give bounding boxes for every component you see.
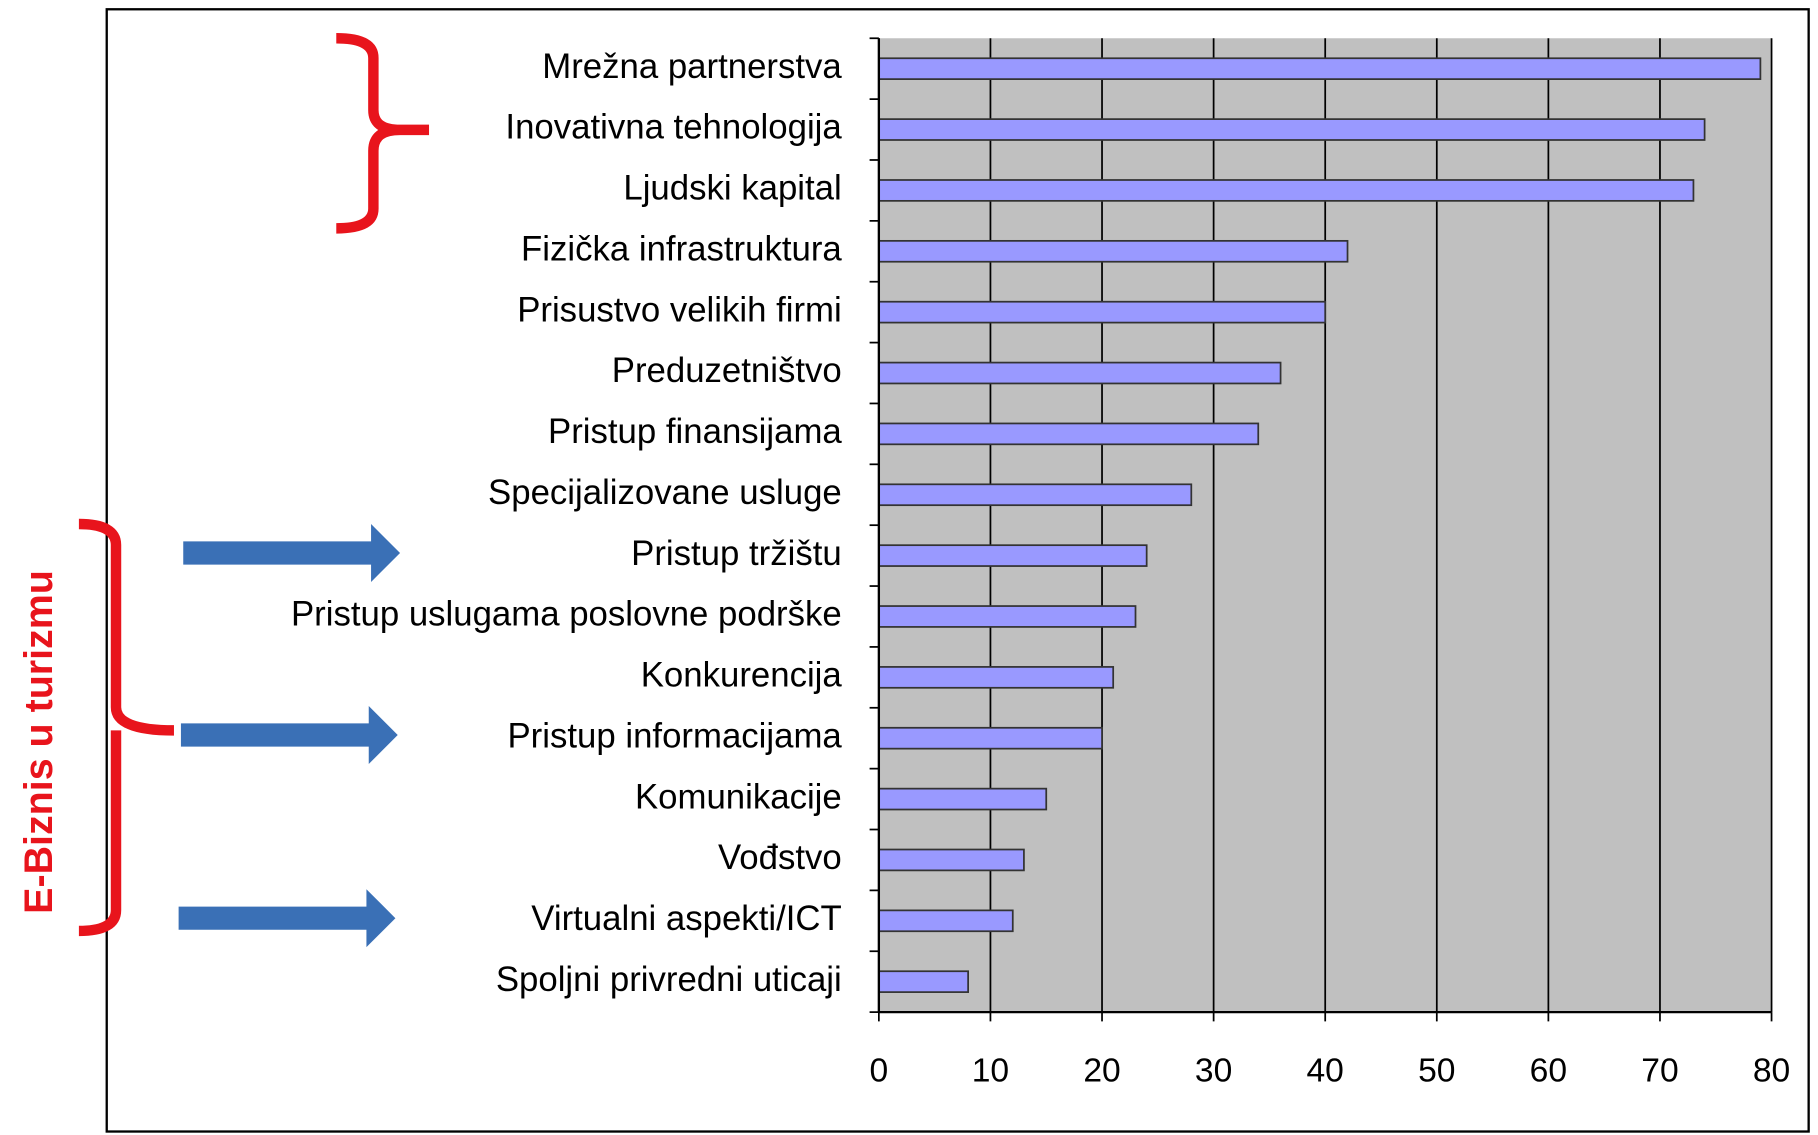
bar [877, 483, 1193, 507]
x-tick-label: 20 [1083, 1052, 1120, 1089]
y-tick-label: Fizička infrastruktura [521, 230, 842, 268]
arrow [178, 889, 396, 948]
bar [877, 666, 1115, 689]
x-tick-label: 50 [1418, 1052, 1455, 1089]
bar [877, 118, 1706, 141]
arrow [183, 524, 401, 582]
y-tick-label: Mrežna partnerstva [542, 48, 842, 86]
y-tick-label: Ljudski kapital [623, 170, 841, 208]
bar [877, 787, 1048, 811]
bar [877, 300, 1327, 324]
bar [877, 970, 969, 993]
arrow [180, 706, 398, 765]
y-tick-label: Virtualni aspekti/ICT [531, 900, 841, 938]
bar [877, 605, 1137, 628]
x-tick-label: 0 [870, 1052, 889, 1089]
x-tick-label: 60 [1530, 1052, 1567, 1089]
y-tick-label: Specijalizovane usluge [488, 474, 842, 512]
x-tick-label: 10 [972, 1052, 1009, 1089]
bar [877, 909, 1014, 933]
bar [877, 361, 1282, 385]
plot-area: 0 10 20 30 40 50 60 70 80 Mrežna partnerstva Inova… [291, 37, 1790, 1089]
y-tick-label: Konkurencija [641, 657, 843, 695]
bar [877, 726, 1103, 750]
bracket [336, 33, 430, 234]
y-tick-label: Pristup tržištu [631, 535, 842, 573]
bar [877, 57, 1762, 80]
x-tick-label: 70 [1641, 1052, 1678, 1089]
bar [877, 422, 1260, 446]
y-tick-label: Spoljni privredni uticaji [496, 961, 842, 999]
bar [877, 239, 1349, 263]
x-tick-label: 30 [1195, 1052, 1232, 1089]
bar [877, 544, 1148, 567]
y-tick-label: Preduzetništvo [612, 352, 842, 390]
annotation: E-Biznis u turizmu [17, 570, 61, 914]
y-tick-label: Prisustvo velikih firmi [517, 291, 842, 329]
y-tick-label: Pristup finansijama [548, 413, 842, 451]
y-tick-label: Pristup informacijama [508, 717, 843, 755]
bar [877, 848, 1025, 872]
bar [877, 179, 1695, 202]
x-tick-label: 80 [1753, 1052, 1790, 1089]
y-tick-label: Inovativna tehnologija [505, 109, 842, 147]
bracket [78, 518, 174, 937]
x-tick-label: 40 [1307, 1052, 1344, 1089]
y-tick-label: Pristup uslugama poslovne podrške [291, 596, 842, 634]
y-tick-label: Vođstvo [718, 839, 842, 877]
y-tick-label: Komunikacije [635, 778, 842, 816]
